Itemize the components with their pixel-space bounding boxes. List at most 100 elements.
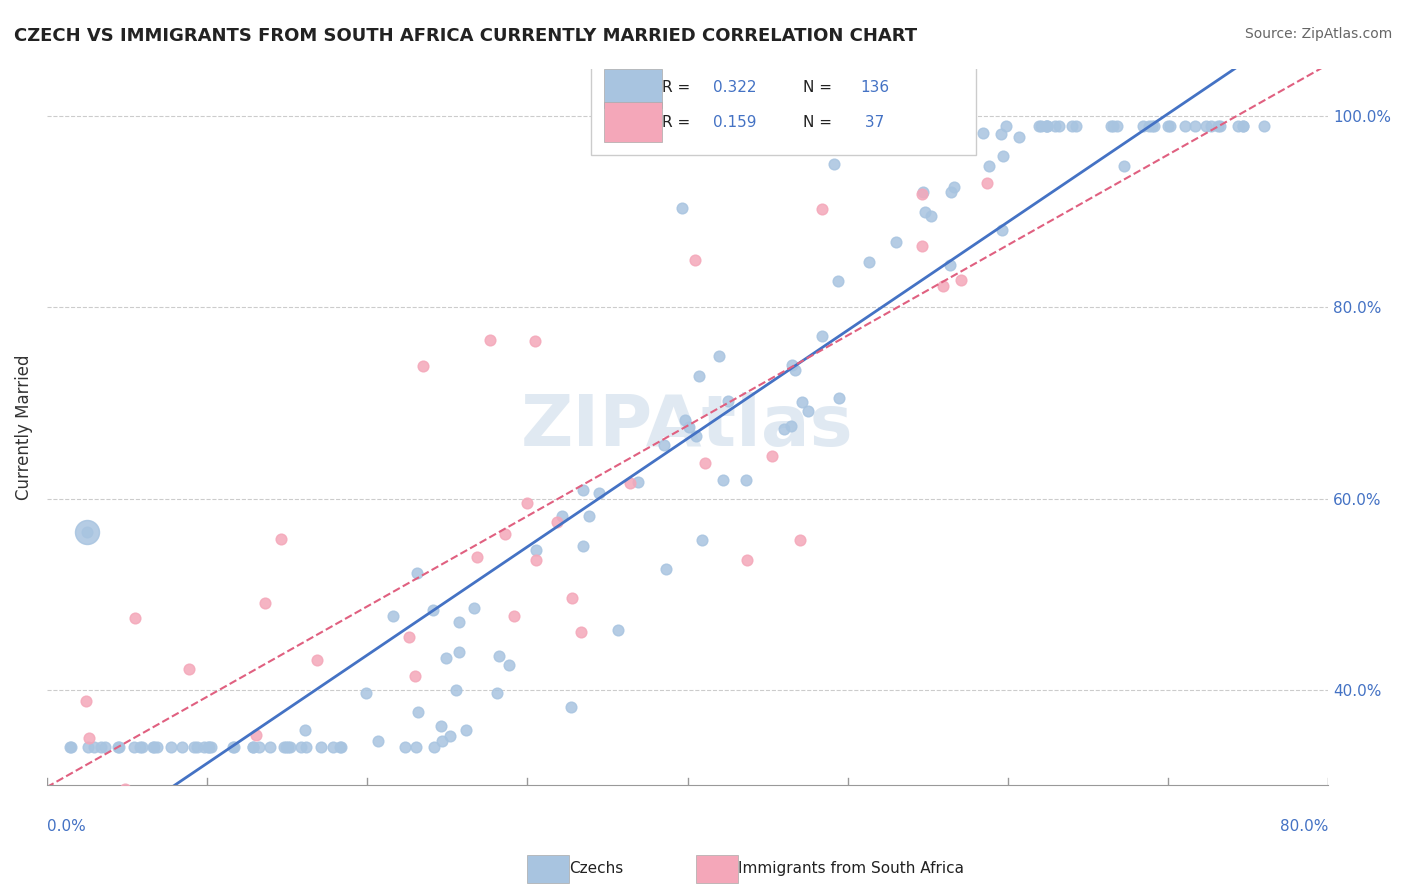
Point: [524, 334, 547, 348]
Point: [524, 543, 547, 558]
Point: [884, 235, 907, 250]
Point: [827, 274, 849, 288]
Point: [465, 550, 488, 565]
Point: [479, 333, 502, 347]
Point: [259, 740, 281, 755]
Point: [432, 734, 454, 748]
Point: [430, 719, 453, 733]
Point: [1007, 130, 1029, 145]
Point: [942, 179, 965, 194]
Point: [588, 486, 610, 500]
Point: [294, 723, 316, 738]
Point: [405, 740, 427, 755]
Point: [823, 157, 845, 171]
FancyBboxPatch shape: [605, 103, 662, 142]
Point: [735, 473, 758, 487]
Point: [1029, 119, 1052, 133]
Point: [329, 740, 352, 755]
Point: [247, 740, 270, 755]
Point: [494, 527, 516, 541]
Point: [245, 728, 267, 742]
Point: [1232, 119, 1254, 133]
Point: [683, 252, 706, 267]
Point: [911, 187, 934, 202]
Point: [193, 740, 215, 755]
Point: [516, 496, 538, 510]
Point: [311, 740, 333, 755]
Point: [1227, 119, 1250, 133]
Point: [939, 186, 962, 200]
Point: [560, 700, 582, 714]
Point: [1045, 119, 1067, 133]
Point: [446, 682, 468, 697]
Y-axis label: Currently Married: Currently Married: [15, 354, 32, 500]
Point: [1107, 119, 1129, 133]
Point: [77, 740, 100, 755]
Point: [1132, 119, 1154, 133]
Point: [108, 740, 131, 755]
Point: [412, 359, 434, 373]
Point: [761, 449, 783, 463]
Point: [170, 740, 193, 755]
Point: [1112, 159, 1135, 173]
Point: [107, 740, 129, 755]
Point: [526, 553, 548, 567]
Point: [551, 509, 574, 524]
Point: [688, 369, 710, 384]
Point: [498, 658, 520, 673]
Point: [224, 740, 246, 755]
Point: [796, 403, 818, 417]
Point: [77, 731, 100, 745]
Point: [242, 740, 264, 755]
Point: [422, 603, 444, 617]
Point: [1035, 119, 1057, 133]
Point: [678, 420, 700, 434]
Point: [183, 740, 205, 755]
Point: [990, 128, 1012, 142]
Point: [124, 611, 146, 625]
Point: [142, 740, 165, 755]
Point: [270, 532, 292, 546]
Point: [1253, 119, 1275, 133]
Point: [114, 782, 136, 797]
Point: [828, 391, 851, 405]
Point: [197, 740, 219, 755]
Point: [1036, 119, 1059, 133]
Point: [75, 694, 97, 708]
Point: [1142, 119, 1164, 133]
Point: [60, 740, 83, 755]
Point: [1064, 119, 1087, 133]
Point: [858, 255, 880, 269]
Point: [811, 202, 834, 216]
Point: [713, 473, 735, 487]
Point: [90, 740, 112, 755]
Point: [454, 723, 477, 737]
Point: [990, 223, 1012, 237]
Point: [1174, 119, 1197, 133]
Point: [242, 740, 264, 755]
Point: [912, 185, 935, 199]
Point: [654, 562, 676, 576]
Point: [1184, 119, 1206, 133]
Point: [671, 201, 693, 215]
Text: N =: N =: [803, 80, 837, 95]
Point: [547, 516, 569, 530]
Point: [129, 740, 152, 755]
Point: [447, 645, 470, 659]
FancyBboxPatch shape: [605, 69, 662, 108]
Point: [404, 669, 426, 683]
Point: [382, 608, 405, 623]
Point: [792, 395, 814, 409]
Point: [1140, 119, 1163, 133]
Point: [439, 729, 461, 743]
Point: [976, 176, 998, 190]
Point: [914, 204, 936, 219]
Point: [276, 740, 298, 755]
Point: [652, 438, 675, 452]
Point: [561, 591, 583, 605]
Point: [305, 653, 328, 667]
Point: [356, 685, 378, 699]
Point: [780, 358, 803, 372]
Point: [488, 648, 510, 663]
Point: [1028, 119, 1050, 133]
